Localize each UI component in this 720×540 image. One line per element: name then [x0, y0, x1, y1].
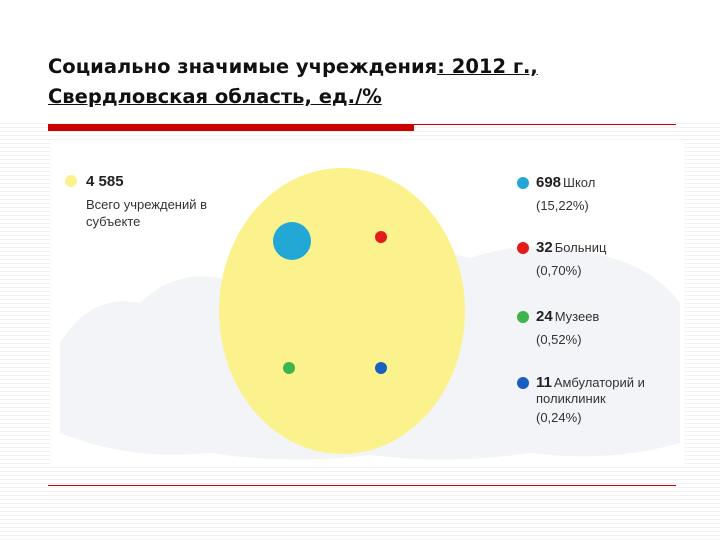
bubble-chart — [60, 168, 680, 460]
legend-dot-schools — [517, 177, 529, 189]
total-label: Всего учреждений в субъекте — [86, 197, 208, 229]
legend-item-museums: 24 Музеев (0,52%) — [536, 308, 599, 347]
legend-value: 24 — [536, 308, 553, 325]
legend-percent: (0,70%) — [536, 263, 582, 278]
legend-percent: (0,52%) — [536, 332, 582, 347]
total-legend-dot — [65, 175, 77, 187]
legend-value: 698 — [536, 174, 562, 191]
legend-label-line2: поликлиник — [536, 391, 606, 406]
total-value: 4 585 — [86, 173, 124, 190]
legend-label: Музеев — [554, 309, 600, 324]
legend-label: Больниц — [554, 240, 607, 255]
title-part2: : 2012 г., — [437, 55, 538, 78]
legend-item-clinics: 11 Амбулаторий и поликлиник (0,24%) — [536, 374, 645, 425]
total-label-block: 4 585 Всего учреждений в субъекте — [86, 173, 226, 230]
legend-item-schools: 698 Школ (15,22%) — [536, 174, 595, 213]
footer-divider-line — [48, 485, 676, 486]
legend-percent: (15,22%) — [536, 198, 589, 213]
legend-dot-hospitals — [517, 242, 529, 254]
bubble-schools — [273, 222, 311, 260]
legend-percent: (0,24%) — [536, 410, 582, 425]
bubble-hospitals — [375, 231, 387, 243]
title-divider-line — [414, 124, 676, 125]
legend-value: 11 — [536, 374, 552, 391]
legend-dot-museums — [517, 311, 529, 323]
bubble-clinics — [375, 362, 387, 374]
total-bubble — [219, 168, 465, 454]
legend-label: Амбулаторий и — [553, 375, 645, 390]
title-part1: Социально значимые учреждения — [48, 55, 438, 78]
legend-value: 32 — [536, 239, 553, 256]
legend-label: Школ — [563, 175, 596, 190]
legend-dot-clinics — [517, 377, 529, 389]
chart-panel: 4 585 Всего учреждений в субъекте 698 Шк… — [50, 143, 684, 466]
bubble-museums — [283, 362, 295, 374]
title-accent-bar — [48, 124, 414, 131]
slide-title: Социально значимые учреждения: 2012 г., … — [48, 52, 688, 112]
title-line2: Свердловская область, ед./% — [48, 85, 382, 108]
legend-item-hospitals: 32 Больниц (0,70%) — [536, 239, 606, 278]
